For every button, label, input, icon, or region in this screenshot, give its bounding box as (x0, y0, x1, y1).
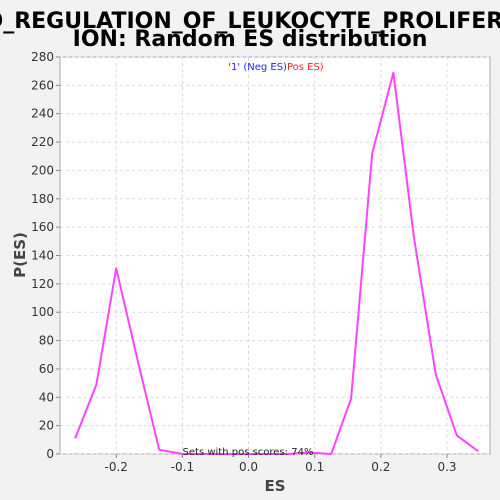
legend-pos-es: Pos ES) (287, 62, 324, 73)
x-tick-label: 0.3 (437, 460, 456, 474)
chart-title-line-1: GO_REGULATION_OF_LEUKOCYTE_PROLIFERAT (0, 9, 500, 34)
y-tick-label: 100 (31, 305, 54, 319)
y-tick-label: 220 (31, 135, 54, 149)
y-axis-label: P(ES) (11, 232, 29, 278)
x-axis-label: ES (264, 477, 285, 495)
grid (60, 56, 490, 455)
y-tick-label: 0 (46, 447, 54, 461)
plot-area (59, 56, 491, 455)
y-tick-label: 20 (39, 419, 54, 433)
x-axis-ticks: -0.2 -0.1 0.0 0.1 0.2 0.3 (105, 454, 457, 474)
y-tick-label: 180 (31, 192, 54, 206)
series-group (74, 71, 479, 455)
chart-title-line-2: ION: Random ES distribution (73, 27, 428, 52)
x-tick-label: -0.2 (105, 460, 128, 474)
y-tick-label: 60 (39, 362, 54, 376)
y-tick-label: 280 (31, 50, 54, 64)
legend: '1' (Neg ES)Pos ES) (228, 62, 324, 73)
y-tick-label: 140 (31, 249, 54, 263)
x-tick-label: 0.0 (239, 460, 258, 474)
y-tick-label: 40 (39, 390, 54, 404)
series-line (74, 71, 479, 455)
x-tick-label: 0.1 (305, 460, 324, 474)
y-tick-label: 200 (31, 163, 54, 177)
y-tick-label: 120 (31, 277, 54, 291)
y-tick-label: 160 (31, 220, 54, 234)
pos-scores-annotation: Sets with pos scores: 74% (183, 447, 314, 458)
x-tick-label: 0.2 (371, 460, 390, 474)
y-tick-label: 80 (39, 334, 54, 348)
y-tick-label: 260 (31, 78, 54, 92)
y-axis-ticks: 0 20 40 60 80 100 120 140 160 180 200 220 240 260 280 (31, 50, 60, 461)
y-tick-label: 240 (31, 107, 54, 121)
legend-neg-es: '1' (Neg ES) (228, 62, 287, 73)
x-tick-label: -0.1 (171, 460, 194, 474)
